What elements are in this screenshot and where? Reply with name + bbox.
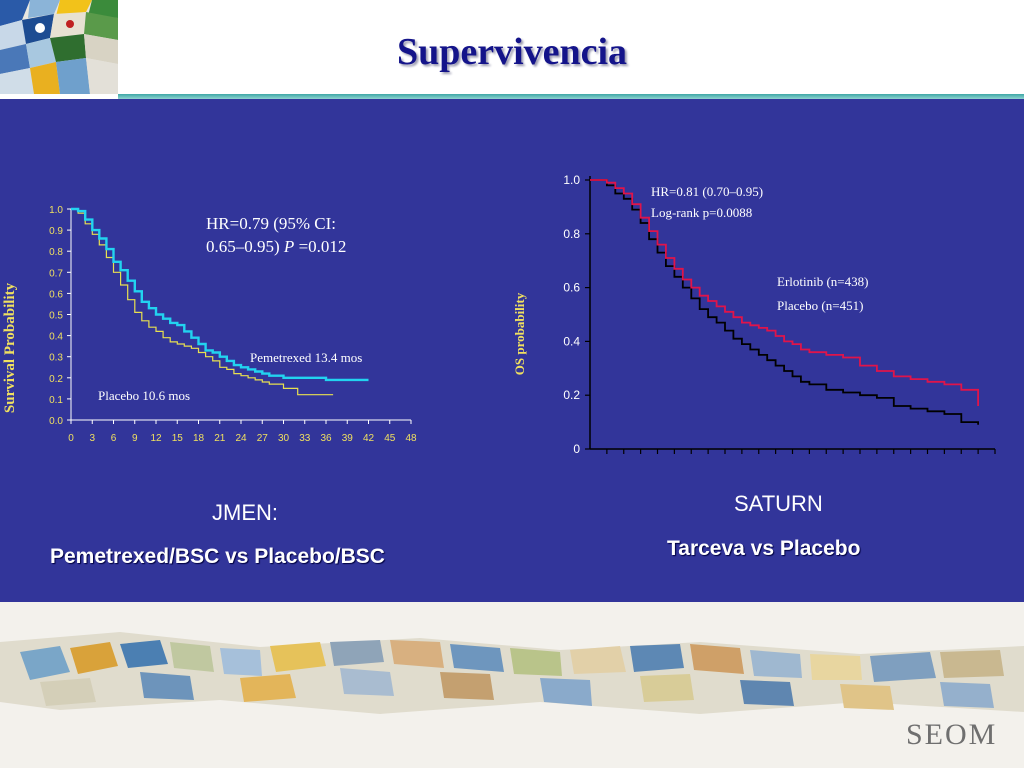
jmen-x-tick-label: 27: [257, 433, 269, 444]
jmen-placebo-label: Placebo 10.6 mos: [98, 388, 190, 403]
jmen-curves: [71, 207, 369, 396]
saturn-hr-annotation-line1: HR=0.81 (0.70–0.95): [651, 184, 763, 199]
jmen-x-tick-label: 24: [235, 433, 247, 444]
jmen-x-tick-label: 39: [342, 433, 354, 444]
jmen-ci-text: 0.65–0.95): [206, 237, 284, 256]
jmen-x-tick-label: 12: [150, 433, 162, 444]
jmen-y-tick-label: 0.9: [49, 226, 63, 237]
saturn-placebo-label: Placebo (n=451): [777, 298, 863, 313]
header-rule: [118, 94, 1024, 99]
mosaic-footer: [0, 602, 1024, 768]
jmen-y-axis-label: Survival Probability: [2, 282, 18, 413]
saturn-hr-annotation-line2: Log-rank p=0.0088: [651, 205, 752, 220]
jmen-x-tick-label: 30: [278, 433, 290, 444]
jmen-x-tick-label: 21: [214, 433, 226, 444]
saturn-y-tick-label: 0.2: [563, 388, 580, 402]
trencadis-mosaic-art: [0, 632, 1024, 714]
jmen-x-tick-label: 6: [111, 433, 117, 444]
jmen-p-value: =0.012: [294, 237, 346, 256]
jmen-y-tick-label: 0.1: [49, 395, 63, 406]
jmen-x-tick-label: 48: [405, 433, 417, 444]
right-caption-title: SATURN: [734, 491, 823, 516]
slide-title: Supervivencia: [396, 31, 628, 73]
jmen-y-tick-label: 0.7: [49, 268, 63, 279]
jmen-x-tick-label: 33: [299, 433, 311, 444]
mosaic-logo: [0, 0, 118, 94]
saturn-y-axis-label: OS probability: [512, 292, 527, 375]
saturn-curves: [590, 179, 979, 425]
jmen-placebo-curve: [71, 208, 334, 396]
jmen-x-tick-label: 3: [89, 433, 95, 444]
jmen-x-tick-label: 18: [193, 433, 205, 444]
left-caption-subtitle: Pemetrexed/BSC vs Placebo/BSC: [50, 545, 385, 568]
jmen-x-tick-label: 42: [363, 433, 375, 444]
saturn-erlotinib-curve: [590, 179, 979, 406]
jmen-y-tick-label: 0.3: [49, 353, 63, 364]
jmen-y-tick-label: 0.0: [49, 416, 63, 427]
left-caption-title: JMEN:: [212, 500, 278, 525]
jmen-x-tick-label: 36: [320, 433, 332, 444]
jmen-pemetrexed-curve: [71, 207, 369, 382]
saturn-y-tick-label: 0.4: [563, 334, 580, 348]
slide-header: Supervivencia: [0, 0, 1024, 96]
jmen-x-tick-label: 0: [68, 433, 74, 444]
jmen-y-tick-label: 0.6: [49, 289, 63, 300]
jmen-y-tick-label: 1.0: [49, 205, 63, 216]
jmen-survival-chart: 0.00.10.20.30.40.50.60.70.80.91.00 3 6 9 12 1…: [2, 205, 417, 444]
jmen-y-tick-label: 0.4: [49, 332, 63, 343]
jmen-y-tick-label: 0.5: [49, 311, 63, 322]
jmen-x-tick-label: 45: [384, 433, 396, 444]
saturn-y-tick-label: 0.6: [563, 281, 580, 295]
seom-logo: SEOM: [906, 718, 998, 751]
content-panel: [0, 99, 1024, 602]
right-caption-subtitle: Tarceva vs Placebo: [667, 537, 861, 560]
jmen-axes: 0.00.10.20.30.40.50.60.70.80.91.00 3 6 9 12 1…: [49, 205, 417, 444]
jmen-hr-annotation-line1: HR=0.79 (95% CI:: [206, 214, 336, 233]
jmen-x-tick-label: 9: [132, 433, 138, 444]
jmen-y-tick-label: 0.8: [49, 247, 63, 258]
saturn-y-tick-label: 0.8: [563, 227, 580, 241]
saturn-axes: 0 0.2 0.4 0.6 0.8 1.0: [563, 173, 996, 456]
jmen-x-tick-label: 15: [172, 433, 184, 444]
saturn-y-tick-label: 1.0: [563, 173, 580, 187]
jmen-pemetrexed-label: Pemetrexed 13.4 mos: [250, 350, 362, 365]
jmen-y-tick-label: 0.2: [49, 374, 63, 385]
jmen-p-letter: P: [283, 237, 294, 256]
jmen-hr-annotation-line2: 0.65–0.95) P =0.012: [206, 237, 346, 256]
saturn-os-chart: 0 0.2 0.4 0.6 0.8 1.0 OS probability HR=0.81 …: [512, 173, 996, 456]
saturn-placebo-curve: [590, 179, 979, 425]
saturn-y-tick-label: 0: [573, 442, 580, 456]
saturn-erlotinib-label: Erlotinib (n=438): [777, 274, 868, 289]
